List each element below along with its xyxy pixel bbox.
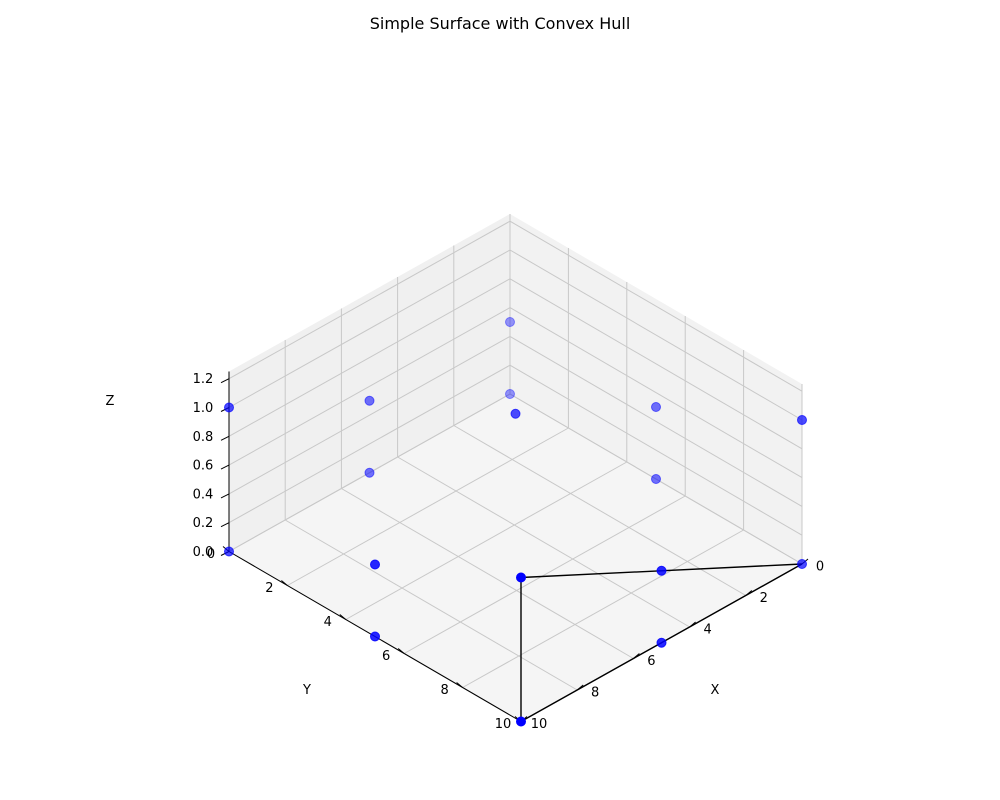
y-tick-mark bbox=[456, 682, 463, 688]
data-point bbox=[224, 402, 234, 413]
z-tick-label: 0.6 bbox=[193, 459, 214, 474]
left-wall-pane bbox=[229, 214, 510, 552]
grid-line-y-floor bbox=[345, 461, 628, 620]
grid-line-z-left bbox=[228, 364, 511, 524]
data-point bbox=[651, 474, 661, 484]
z-tick-label: 0.0 bbox=[193, 545, 214, 560]
y-tick-label: 2 bbox=[265, 581, 273, 596]
y-tick-mark bbox=[397, 648, 405, 654]
z-tick-mark bbox=[220, 378, 230, 384]
y-tick-label: 0 bbox=[207, 547, 215, 562]
grid-line-y-floor bbox=[462, 529, 744, 688]
data-point bbox=[656, 565, 667, 576]
right-wall-pane bbox=[510, 214, 802, 564]
grid-line-z-right bbox=[509, 249, 803, 421]
grid-line-x-floor bbox=[397, 456, 690, 628]
z-tick-label: 1.0 bbox=[193, 401, 214, 416]
y-tick-label: 10 bbox=[495, 717, 512, 732]
z-tick-label: 0.8 bbox=[193, 430, 214, 445]
data-point bbox=[505, 317, 515, 327]
tick-labels: 0 2 4 6 8 10 0 2 4 6 8 10 0.0 0.2 0.4 0.6 0.8 1.0 1.2 bbox=[193, 372, 824, 732]
grid-line-x-floor bbox=[284, 519, 578, 691]
grid-line-x-floor bbox=[453, 425, 747, 596]
x-axis-label: X bbox=[711, 683, 720, 698]
data-point bbox=[797, 559, 807, 569]
grid-line-z-right bbox=[509, 278, 803, 450]
data-point bbox=[370, 631, 380, 642]
grid-line-z-left bbox=[228, 278, 511, 437]
z-axis-label: Z bbox=[106, 394, 115, 409]
z-tick-label: 1.2 bbox=[193, 372, 214, 387]
data-point bbox=[505, 389, 515, 399]
z-tick-mark bbox=[220, 493, 230, 499]
y-tick-label: 4 bbox=[324, 615, 332, 630]
data-point bbox=[364, 467, 375, 478]
x-tick-label: 6 bbox=[647, 654, 655, 669]
grid-line-z-right bbox=[509, 220, 803, 392]
grid-line-z-left bbox=[228, 335, 511, 495]
y-tick-mark bbox=[281, 580, 288, 586]
data-point bbox=[370, 559, 380, 570]
grid-line-y-floor bbox=[403, 495, 686, 654]
x-tick-label: 2 bbox=[760, 591, 768, 606]
axis-panes bbox=[229, 214, 802, 722]
data-point bbox=[516, 716, 526, 727]
grid-line-z-left bbox=[228, 249, 511, 408]
data-points bbox=[224, 317, 807, 727]
data-point bbox=[510, 408, 521, 419]
y-tick-label: 8 bbox=[440, 683, 448, 698]
grid-line-z-right bbox=[509, 307, 803, 479]
grid-line-z-left bbox=[228, 220, 511, 380]
data-point bbox=[656, 637, 667, 648]
x-tick-label: 8 bbox=[591, 686, 599, 701]
y-tick-mark bbox=[339, 614, 347, 620]
y-tick-label: 6 bbox=[382, 649, 390, 664]
chart-title: Simple Surface with Convex Hull bbox=[370, 14, 631, 33]
y-axis-label: Y bbox=[302, 683, 311, 698]
z-tick-mark bbox=[220, 464, 230, 470]
grid-line-z-left bbox=[228, 307, 511, 466]
grid-line-x-floor bbox=[341, 488, 634, 659]
z-tick-mark bbox=[220, 522, 230, 528]
x-tick-label: 0 bbox=[816, 560, 824, 575]
data-point bbox=[797, 415, 807, 425]
data-point bbox=[651, 402, 661, 412]
x-tick-label: 4 bbox=[703, 623, 711, 638]
data-point bbox=[364, 395, 375, 406]
z-tick-label: 0.4 bbox=[193, 487, 214, 502]
z-tick-label: 0.2 bbox=[193, 516, 214, 531]
grid-line-z-right bbox=[509, 335, 803, 507]
data-point bbox=[224, 546, 234, 557]
data-point bbox=[516, 572, 526, 583]
grid-line-y-floor bbox=[287, 427, 569, 586]
grid-line-z-right bbox=[509, 364, 803, 536]
z-tick-mark bbox=[220, 435, 230, 441]
x-tick-label: 10 bbox=[531, 717, 548, 732]
